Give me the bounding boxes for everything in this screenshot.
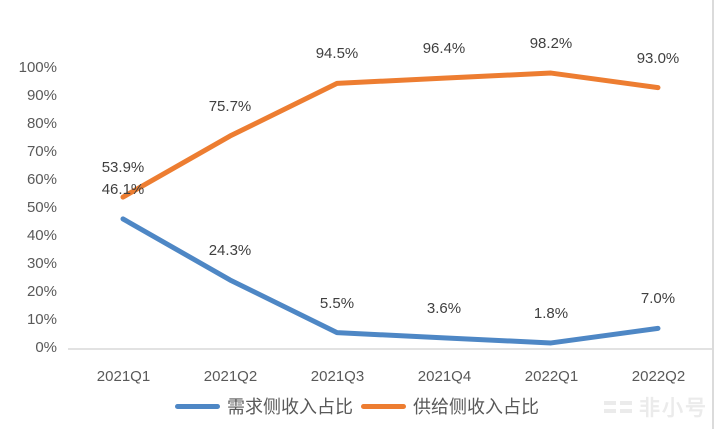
- right-border-divider: [712, 0, 714, 429]
- chart-legend: 需求侧收入占比 供给侧收入占比: [0, 393, 714, 419]
- x-tick-label: 2021Q3: [310, 368, 365, 385]
- y-tick-label: 90%: [26, 87, 57, 104]
- x-tick-label: 2021Q4: [417, 368, 472, 385]
- y-tick-label: 100%: [18, 59, 57, 76]
- y-tick-label: 0%: [35, 339, 57, 356]
- data-label-0: 46.1%: [101, 180, 145, 198]
- y-tick-label: 50%: [26, 199, 57, 216]
- legend-item-0: 需求侧收入占比: [175, 393, 353, 419]
- x-tick-label: 2022Q1: [524, 368, 579, 385]
- x-tick-label: 2022Q2: [631, 368, 686, 385]
- data-label-0: 3.6%: [426, 299, 462, 317]
- data-label-1: 53.9%: [101, 159, 145, 177]
- y-tick-label: 40%: [26, 227, 57, 244]
- legend-label: 供给侧收入占比: [413, 397, 539, 417]
- data-label-1: 96.4%: [422, 40, 466, 58]
- data-label-0: 7.0%: [640, 290, 676, 308]
- data-label-0: 1.8%: [533, 304, 569, 322]
- y-tick-label: 30%: [26, 255, 57, 272]
- data-label-0: 24.3%: [208, 241, 252, 259]
- legend-item-1: 供给侧收入占比: [361, 393, 539, 419]
- legend-line-marker-icon: [361, 403, 406, 409]
- watermark: 非小号: [604, 392, 708, 422]
- data-label-0: 5.5%: [319, 294, 355, 312]
- legend-line-marker-icon: [175, 403, 220, 409]
- x-tick-label: 2021Q1: [96, 368, 151, 385]
- y-tick-label: 60%: [26, 171, 57, 188]
- data-label-1: 75.7%: [208, 98, 252, 116]
- data-label-1: 93.0%: [636, 49, 680, 67]
- data-label-1: 94.5%: [315, 45, 359, 63]
- legend-label: 需求侧收入占比: [227, 397, 353, 417]
- watermark-text: 非小号: [639, 397, 708, 420]
- series-line-1: [120, 70, 661, 200]
- series-line-0: [120, 216, 661, 346]
- y-tick-label: 10%: [26, 311, 57, 328]
- y-tick-label: 20%: [26, 283, 57, 300]
- y-tick-label: 80%: [26, 115, 57, 132]
- watermark-logo-icon: [604, 399, 634, 415]
- y-tick-label: 70%: [26, 143, 57, 160]
- data-label-1: 98.2%: [529, 35, 573, 53]
- x-tick-label: 2021Q2: [203, 368, 258, 385]
